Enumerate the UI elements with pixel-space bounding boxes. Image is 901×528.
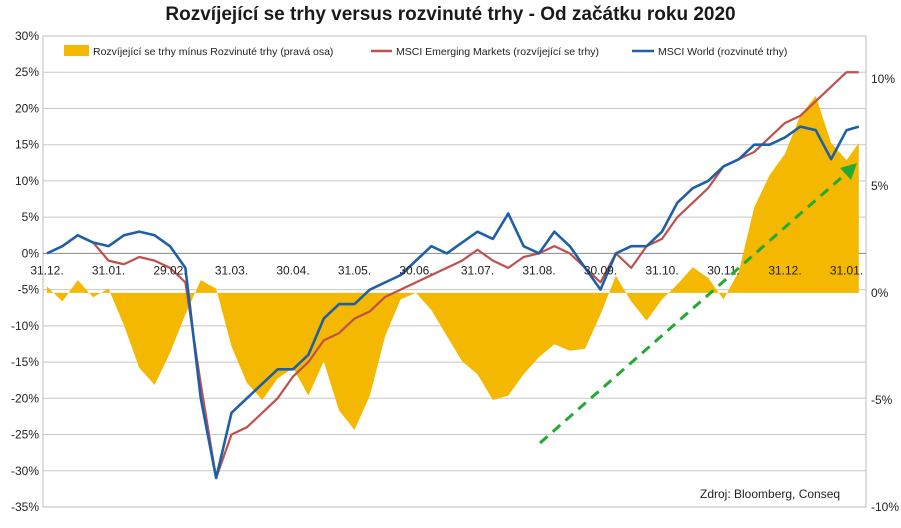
x-axis-ticks: 31.12. 31.01. 29.02. 31.03. 30.04. 31.05. 30.0…	[30, 263, 863, 277]
legend-swatch-spread	[64, 45, 89, 56]
left-tick-label: 25%	[15, 65, 39, 79]
plot-area	[42, 35, 867, 508]
right-tick-label: 5%	[871, 179, 889, 193]
spread-area-layer	[47, 95, 859, 430]
x-tick-label: 30.06.	[399, 263, 432, 277]
left-tick-label: -5%	[18, 283, 40, 297]
left-tick-label: 10%	[15, 174, 39, 188]
msci-world-line	[46, 125, 860, 480]
x-tick-label: 29.02.	[153, 263, 186, 277]
x-tick-label: 30.09.	[584, 263, 617, 277]
x-tick-label: 31.05.	[338, 263, 371, 277]
left-tick-label: -10%	[11, 319, 39, 333]
x-tick-label: 31.03.	[215, 263, 248, 277]
index-lines-layer	[46, 71, 860, 480]
right-tick-label: 10%	[871, 72, 895, 86]
right-tick-label: 0%	[871, 286, 889, 300]
left-tick-label: -15%	[11, 355, 39, 369]
left-tick-label: -35%	[11, 500, 39, 514]
chart-title: Rozvíjející se trhy versus rozvinuté trh…	[165, 4, 736, 25]
legend-label-spread: Rozvíjející se trhy mínus Rozvinuté trhy…	[93, 46, 333, 58]
x-tick-label: 30.04.	[276, 263, 309, 277]
x-tick-label: 31.08.	[522, 263, 555, 277]
left-tick-label: 20%	[15, 101, 39, 115]
right-tick-label: -5%	[871, 393, 893, 407]
left-tick-label: -25%	[11, 428, 39, 442]
trend-arrowhead	[840, 163, 857, 180]
x-tick-label: 31.12.	[30, 263, 63, 277]
legend-label-world: MSCI World (rozvinuté trhy)	[658, 46, 787, 58]
left-axis-ticks: 30% 25% 20% 15% 10% 5% 0% -5% -10% -15% -20% -25% -3…	[11, 29, 39, 514]
left-tick-label: 5%	[22, 210, 40, 224]
x-tick-label: 31.07.	[461, 263, 494, 277]
right-axis-ticks: 10% 5% 0% -5% -10%	[871, 72, 899, 514]
x-tick-label: 31.12.	[768, 263, 801, 277]
left-tick-label: -30%	[11, 464, 39, 478]
left-tick-label: -20%	[11, 391, 39, 405]
x-tick-label: 31.10.	[645, 263, 678, 277]
source-note: Zdroj: Bloomberg, Conseq	[700, 487, 840, 501]
legend-label-em: MSCI Emerging Markets (rozvíjející se tr…	[396, 46, 599, 58]
right-tick-label: -10%	[871, 500, 899, 514]
left-tick-label: 15%	[15, 138, 39, 152]
legend: Rozvíjející se trhy mínus Rozvinuté trhy…	[64, 45, 787, 58]
spread-area	[47, 95, 859, 430]
left-tick-label: 0%	[22, 246, 40, 260]
left-tick-label: 30%	[15, 29, 39, 43]
x-tick-label: 31.01.	[92, 263, 125, 277]
trend-arrow	[539, 168, 851, 445]
x-tick-label: 31.01.	[830, 263, 863, 277]
